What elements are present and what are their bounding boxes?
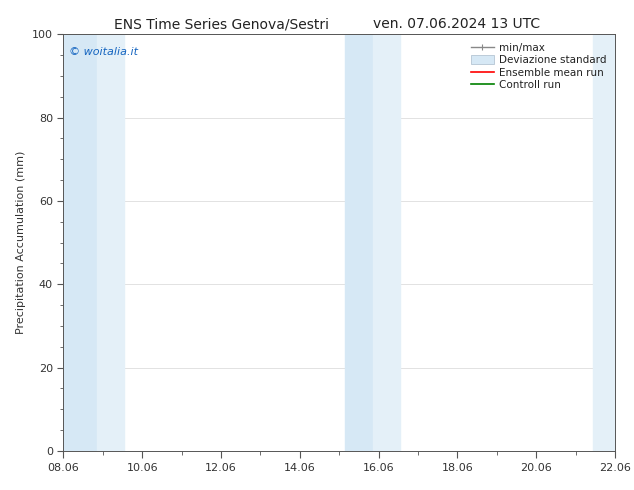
Y-axis label: Precipitation Accumulation (mm): Precipitation Accumulation (mm) — [16, 151, 27, 334]
Legend: min/max, Deviazione standard, Ensemble mean run, Controll run: min/max, Deviazione standard, Ensemble m… — [468, 40, 610, 94]
Bar — [97, 34, 124, 451]
Bar — [63, 34, 97, 451]
Bar — [593, 34, 615, 451]
Bar — [345, 34, 373, 451]
Text: ven. 07.06.2024 13 UTC: ven. 07.06.2024 13 UTC — [373, 17, 540, 31]
Bar — [373, 34, 400, 451]
Text: ENS Time Series Genova/Sestri: ENS Time Series Genova/Sestri — [114, 17, 330, 31]
Text: © woitalia.it: © woitalia.it — [69, 47, 138, 57]
